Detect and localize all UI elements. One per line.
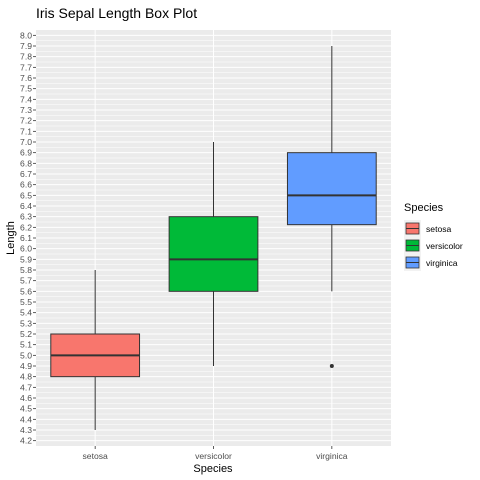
legend-label: virginica xyxy=(426,258,458,268)
y-tick-label: 7.4 xyxy=(20,94,32,104)
y-axis: 4.24.34.44.54.64.74.84.95.05.15.25.35.45… xyxy=(20,30,36,446)
y-tick-label: 5.1 xyxy=(20,340,32,350)
y-tick-label: 5.8 xyxy=(20,265,32,275)
legend: Species setosa versicolor virginica xyxy=(404,202,463,271)
x-tick-label-virginica: virginica xyxy=(316,451,348,461)
y-tick-label: 4.4 xyxy=(20,414,32,424)
x-axis: setosa versicolor virginica xyxy=(83,446,348,461)
y-tick-label: 4.7 xyxy=(20,382,32,392)
y-tick-label: 6.2 xyxy=(20,222,32,232)
y-tick-label: 4.6 xyxy=(20,393,32,403)
y-tick-label: 6.0 xyxy=(20,244,32,254)
y-tick-label: 6.1 xyxy=(20,233,32,243)
y-tick-label: 4.2 xyxy=(20,436,32,446)
y-tick-label: 4.3 xyxy=(20,425,32,435)
box-virginica xyxy=(286,46,377,368)
y-tick-label: 6.7 xyxy=(20,169,32,179)
legend-item-virginica: virginica xyxy=(404,254,458,271)
y-tick-label: 6.9 xyxy=(20,148,32,158)
boxes xyxy=(50,46,377,430)
y-tick-label: 7.2 xyxy=(20,116,32,126)
iqr-box xyxy=(286,152,377,226)
y-tick-label: 7.0 xyxy=(20,137,32,147)
y-tick-label: 8.0 xyxy=(20,30,32,40)
legend-label: versicolor xyxy=(426,241,463,251)
y-tick-label: 5.6 xyxy=(20,286,32,296)
legend-item-setosa: setosa xyxy=(404,220,452,237)
y-tick-label: 5.3 xyxy=(20,318,32,328)
legend-label: setosa xyxy=(426,224,452,234)
y-tick-label: 4.9 xyxy=(20,361,32,371)
y-tick-label: 6.6 xyxy=(20,180,32,190)
y-tick-label: 7.6 xyxy=(20,73,32,83)
y-tick-label: 5.4 xyxy=(20,308,32,318)
y-tick-label: 5.2 xyxy=(20,329,32,339)
y-tick-label: 5.9 xyxy=(20,254,32,264)
y-axis-title: Length xyxy=(5,221,17,255)
y-tick-label: 7.8 xyxy=(20,52,32,62)
legend-title: Species xyxy=(404,202,444,214)
y-tick-label: 6.8 xyxy=(20,158,32,168)
y-tick-label: 6.4 xyxy=(20,201,32,211)
x-tick-label-versicolor: versicolor xyxy=(195,451,232,461)
y-tick-label: 7.7 xyxy=(20,62,32,72)
y-tick-label: 7.3 xyxy=(20,105,32,115)
y-tick-label: 5.7 xyxy=(20,276,32,286)
x-axis-title: Species xyxy=(193,463,233,475)
y-tick-label: 7.1 xyxy=(20,126,32,136)
y-tick-label: 6.3 xyxy=(20,212,32,222)
y-tick-label: 5.0 xyxy=(20,350,32,360)
x-tick-label-setosa: setosa xyxy=(83,451,109,461)
y-tick-label: 5.5 xyxy=(20,297,32,307)
chart-title: Iris Sepal Length Box Plot xyxy=(36,5,197,21)
outlier-point xyxy=(329,364,334,368)
legend-item-versicolor: versicolor xyxy=(404,237,463,254)
y-tick-label: 4.8 xyxy=(20,372,32,382)
box-setosa xyxy=(50,270,141,430)
iqr-box xyxy=(168,216,259,292)
box-versicolor xyxy=(168,142,259,366)
y-tick-label: 7.5 xyxy=(20,84,32,94)
y-tick-label: 6.5 xyxy=(20,190,32,200)
y-tick-label: 7.9 xyxy=(20,41,32,51)
y-tick-label: 4.5 xyxy=(20,404,32,414)
